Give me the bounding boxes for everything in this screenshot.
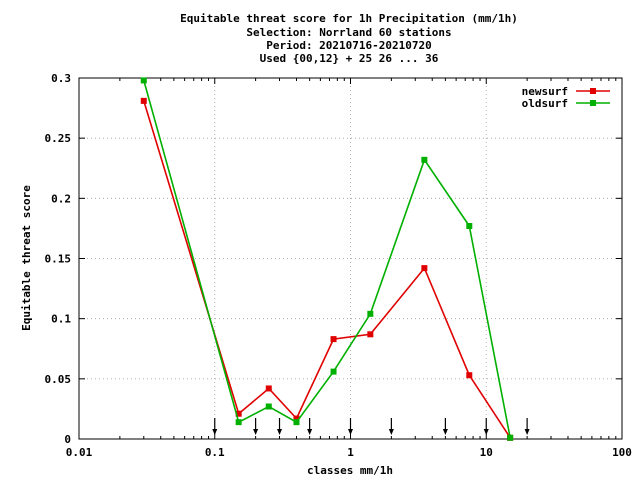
threshold-arrow-head <box>277 429 283 435</box>
x-tick-label: 1 <box>347 446 354 459</box>
threshold-arrow-head <box>442 429 448 435</box>
series <box>140 77 514 441</box>
y-tick-label: 0 <box>64 433 71 446</box>
title-line-4: Used {00,12} + 25 26 ... 36 <box>260 52 439 65</box>
threshold-arrow-head <box>253 429 259 435</box>
legend-label-newsurf: newsurf <box>522 85 568 98</box>
point-newsurf <box>330 336 337 343</box>
y-tick-label: 0.1 <box>51 313 71 326</box>
title-line-3: Period: 20210716-20210720 <box>266 39 432 52</box>
x-axis-label: classes mm/1h <box>307 464 393 477</box>
chart-title: Equitable threat score for 1h Precipitat… <box>180 12 518 65</box>
y-axis-label: Equitable threat score <box>20 185 33 331</box>
x-tick-label: 100 <box>612 446 632 459</box>
y-tick-label: 0.2 <box>51 192 71 205</box>
grid <box>79 78 622 439</box>
series-line-newsurf <box>143 100 511 439</box>
point-newsurf <box>265 385 272 392</box>
point-oldsurf <box>466 223 473 230</box>
threshold-arrow-head <box>483 429 489 435</box>
legend-marker-oldsurf <box>590 100 596 106</box>
plot-frame <box>78 77 623 440</box>
point-newsurf <box>235 410 242 417</box>
legend-marker-newsurf <box>590 88 596 94</box>
threshold-arrow-head <box>524 429 530 435</box>
point-oldsurf <box>235 419 242 426</box>
point-newsurf <box>293 415 300 422</box>
point-oldsurf <box>507 434 514 441</box>
y-tick-label: 0.3 <box>51 72 71 85</box>
threshold-arrow-head <box>307 429 313 435</box>
y-tick-label: 0.05 <box>45 373 72 386</box>
point-oldsurf <box>367 310 374 317</box>
x-tick-label: 10 <box>480 446 493 459</box>
point-newsurf <box>140 97 147 104</box>
point-oldsurf <box>140 77 147 84</box>
threshold-markers <box>212 418 530 435</box>
point-newsurf <box>466 372 473 379</box>
series-line-oldsurf <box>143 80 511 438</box>
title-line-2: Selection: Norrland 60 stations <box>246 26 451 39</box>
threshold-arrow-head <box>348 429 353 435</box>
point-oldsurf <box>330 368 337 375</box>
y-tick-label: 0.15 <box>45 253 72 266</box>
x-tick-label: 0.01 <box>66 446 93 459</box>
threshold-arrow-head <box>388 429 394 435</box>
threshold-arrow-head <box>212 429 218 435</box>
legend-label-oldsurf: oldsurf <box>522 97 568 110</box>
axis-ticks: 0 0.05 0.1 0.15 0.2 0.25 0.3 0.01 0.1 1 10 100 <box>45 72 632 459</box>
point-oldsurf <box>421 156 428 163</box>
point-newsurf <box>367 331 374 338</box>
point-newsurf <box>421 265 428 272</box>
point-oldsurf <box>293 419 300 426</box>
title-line-1: Equitable threat score for 1h Precipitat… <box>180 12 518 25</box>
x-tick-label: 0.1 <box>205 446 225 459</box>
point-oldsurf <box>265 403 272 410</box>
y-tick-label: 0.25 <box>45 132 72 145</box>
